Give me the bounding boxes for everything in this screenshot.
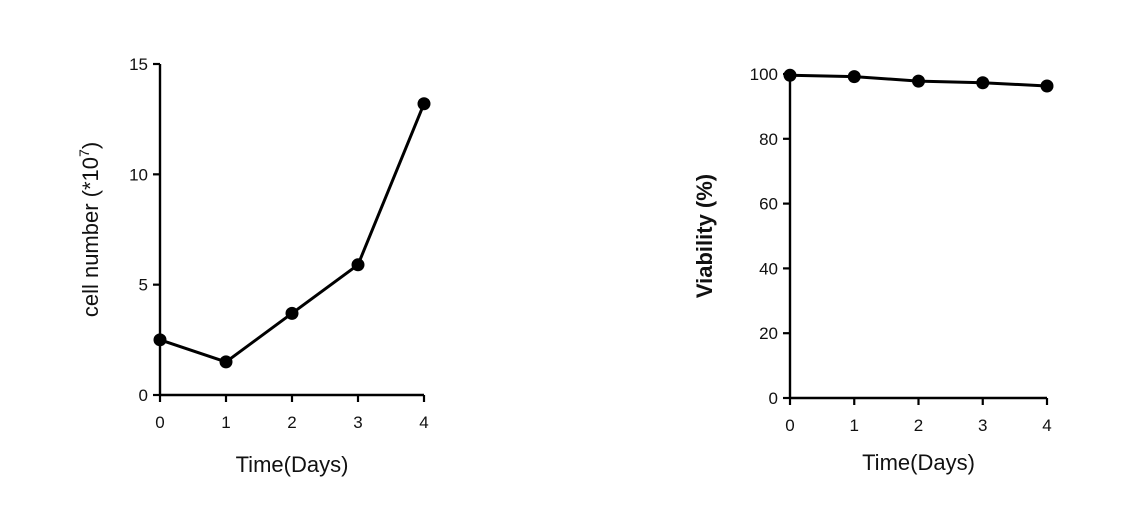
data-point bbox=[912, 74, 925, 88]
y-axis-title: cell number (*107) bbox=[76, 142, 103, 317]
y-axis-title-text: Viability (%) bbox=[692, 174, 717, 298]
x-tick-label: 1 bbox=[221, 413, 230, 432]
x-tick-label: 3 bbox=[978, 416, 987, 435]
cell-number-chart: 0 1 2 3 4 0 5 10 15 Time(Days) cell number (*107) bbox=[76, 55, 431, 477]
y-tick-label: 0 bbox=[769, 389, 778, 408]
y-axis-title: Viability (%) bbox=[692, 174, 717, 298]
data-point bbox=[351, 258, 365, 272]
data-point bbox=[976, 76, 990, 90]
x-tick-label: 4 bbox=[1042, 416, 1051, 435]
data-point bbox=[1040, 79, 1054, 93]
y-tick-label: 20 bbox=[759, 324, 778, 343]
x-tick-label: 2 bbox=[287, 413, 296, 432]
data-point bbox=[847, 70, 861, 84]
x-tick-label: 0 bbox=[155, 413, 164, 432]
y-axis-title-superscript: 7 bbox=[76, 149, 92, 157]
data-point bbox=[285, 306, 299, 320]
x-axis-title: Time(Days) bbox=[862, 450, 975, 475]
y-axis-title-text: cell number (*10 bbox=[78, 157, 103, 317]
x-tick-label: 4 bbox=[419, 413, 428, 432]
x-axis-title: Time(Days) bbox=[236, 452, 349, 477]
data-point bbox=[783, 68, 797, 82]
y-tick-label: 100 bbox=[750, 65, 778, 84]
y-tick-label: 60 bbox=[759, 195, 778, 214]
x-tick-label: 3 bbox=[353, 413, 362, 432]
y-tick-label: 15 bbox=[129, 55, 148, 74]
x-tick-label: 1 bbox=[850, 416, 859, 435]
data-point bbox=[417, 97, 431, 111]
y-axis-title-suffix: ) bbox=[78, 142, 103, 149]
y-tick-label: 80 bbox=[759, 130, 778, 149]
data-point bbox=[219, 355, 233, 369]
y-tick-label: 5 bbox=[139, 276, 148, 295]
y-tick-label: 40 bbox=[759, 259, 778, 278]
x-tick-label: 0 bbox=[785, 416, 794, 435]
series-line bbox=[159, 103, 426, 364]
data-point bbox=[153, 333, 167, 347]
x-tick-label: 2 bbox=[914, 416, 923, 435]
y-tick-label: 10 bbox=[129, 165, 148, 184]
y-tick-label: 0 bbox=[139, 386, 148, 405]
